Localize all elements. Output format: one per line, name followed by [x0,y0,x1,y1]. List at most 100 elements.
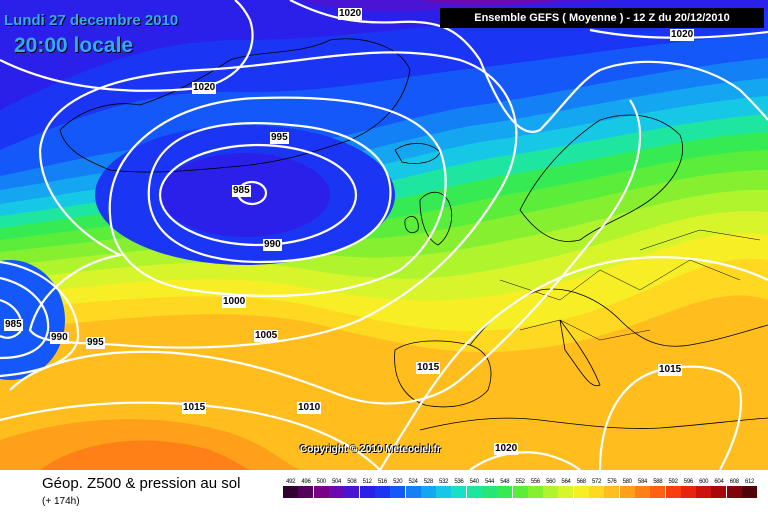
map-footer: Géop. Z500 & pression au sol (+ 174h) 49… [0,470,768,512]
geopotential-map [0,0,768,470]
map-time-title: 20:00 locale [14,34,134,57]
band-516 [300,0,620,12]
isobar-label-1015: 1015 [416,362,441,374]
isobar-label-1020: 1020 [338,8,363,20]
legend-cell-596: 596 [680,478,696,500]
legend-cell-604: 604 [711,478,727,500]
legend-swatch [604,486,620,498]
north-africa-coast [419,417,768,431]
legend-cell-532: 532 [436,478,452,500]
legend-value-label: 552 [515,479,525,485]
legend-swatch [497,486,513,498]
isobar-label-1005: 1005 [254,330,279,342]
legend-cell-572: 572 [589,478,605,500]
legend-swatch [283,486,299,498]
product-title: Géop. Z500 & pression au sol [42,475,241,492]
legend-swatch [711,486,727,498]
isobar-1005 [28,51,518,349]
scandinavia-coast [519,114,684,242]
legend-value-label: 512 [362,479,372,485]
legend-swatch [313,486,329,498]
legend-value-label: 508 [347,479,357,485]
isobar-label-1020: 1020 [494,443,519,455]
legend-cell-592: 592 [665,478,681,500]
legend-cell-580: 580 [619,478,635,500]
legend-cell-524: 524 [405,478,421,500]
legend-cell-500: 500 [313,478,329,500]
legend-value-label: 532 [439,479,449,485]
map-date-title: Lundi 27 decembre 2010 [4,12,179,29]
legend-cell-504: 504 [329,478,345,500]
isobar-label-1010: 1010 [297,402,322,414]
legend-cell-516: 516 [374,478,390,500]
legend-value-label: 536 [454,479,464,485]
isobar-1020-north [0,0,768,133]
legend-swatch [696,486,712,498]
legend-value-label: 504 [331,479,342,485]
isobar-left-low-990 [0,276,50,360]
legend-value-label: 588 [653,479,663,485]
iberia-coast [394,340,492,408]
legend-swatch [589,486,605,498]
isobar-1015-east [598,365,743,470]
legend-cell-588: 588 [650,478,666,500]
isobar-label-1020: 1020 [192,82,217,94]
legend-value-label: 560 [546,479,556,485]
color-scale-legend: 492 496 500 504 508 512 516 520 524 528 532 536 540 5… [283,478,758,500]
legend-swatch [390,486,406,498]
legend-cell-540: 540 [466,478,482,500]
legend-cell-528: 528 [420,478,436,500]
isobar-label-1015: 1015 [658,364,683,376]
copyright-notice: Copyright © 2010 Meteociel.fr [300,444,441,455]
legend-swatch [527,486,543,498]
legend-value-label: 540 [469,479,479,485]
legend-cell-560: 560 [543,478,559,500]
legend-cell-576: 576 [604,478,620,500]
isobar-label-990: 990 [263,239,282,251]
legend-cell-492: 492 [283,478,299,500]
forecast-hour: (+ 174h) [42,496,80,507]
isobar-label-990: 990 [50,332,69,344]
isobar-990 [158,143,358,247]
legend-value-label: 592 [668,479,678,485]
legend-cell-512: 512 [359,478,375,500]
legend-cell-536: 536 [451,478,467,500]
legend-cell-548: 548 [497,478,513,500]
legend-swatch [405,486,421,498]
british-isles-coast [404,191,453,246]
isobar-label-1015: 1015 [182,402,207,414]
legend-value-label: 584 [637,479,648,485]
legend-value-label: 604 [714,479,724,485]
legend-swatch [466,486,482,498]
isobar-1020-south [469,451,581,470]
band-512 [420,0,560,5]
legend-cell-568: 568 [573,478,589,500]
legend-cell-584: 584 [634,478,650,500]
legend-value-label: 564 [561,479,571,485]
isobar-label-985: 985 [232,185,251,197]
legend-swatch [359,486,375,498]
legend-value-label: 600 [699,479,709,485]
legend-value-label: 608 [729,479,739,485]
isobar-label-995: 995 [270,132,289,144]
legend-swatch [680,486,696,498]
legend-swatch [344,486,360,498]
legend-swatch [298,486,314,498]
isobars [0,0,768,470]
isobar-label-985: 985 [4,319,23,331]
legend-value-label: 520 [393,479,403,485]
legend-value-label: 556 [530,479,540,485]
legend-cell-608: 608 [726,478,742,500]
legend-swatch [665,486,681,498]
legend-swatch [420,486,436,498]
legend-swatch [543,486,559,498]
legend-value-label: 576 [607,479,617,485]
legend-value-label: 524 [408,479,418,485]
legend-swatch [482,486,497,498]
isobar-995 [147,122,392,264]
legend-swatch [573,486,589,498]
legend-cell-520: 520 [390,478,406,500]
isobar-1010 [9,99,642,405]
legend-value-label: 500 [316,479,326,485]
isobar-1000 [108,96,447,298]
